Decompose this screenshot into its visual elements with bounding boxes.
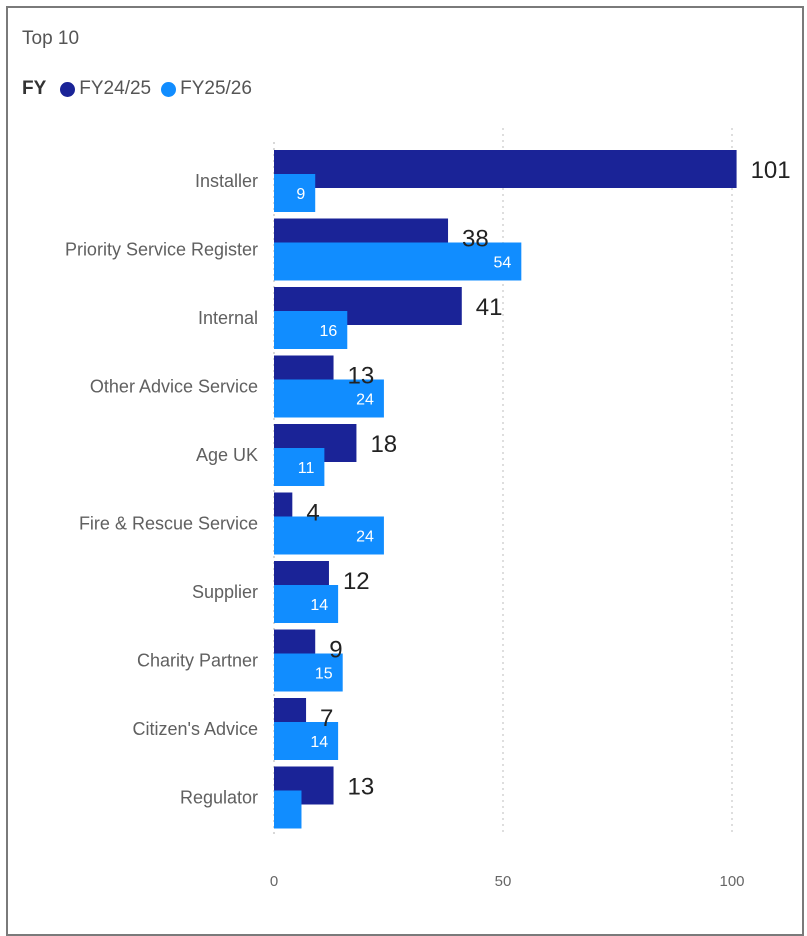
category-label: Internal	[198, 308, 258, 328]
data-label-fy2526: 14	[310, 734, 328, 751]
data-label-fy2425: 9	[329, 637, 342, 664]
bar-fy2526	[274, 379, 384, 418]
bar-fy2425	[274, 150, 737, 188]
bar-fy2526	[274, 722, 339, 760]
data-label-fy2526: 54	[494, 255, 512, 272]
legend-item-fy2425[interactable]: FY24/25	[60, 78, 151, 100]
bar-fy2526	[274, 448, 325, 486]
data-label-fy2425: 12	[343, 568, 370, 595]
bar-fy2526	[274, 242, 522, 281]
category-label: Citizen's Advice	[133, 719, 259, 739]
legend-dot-icon	[161, 81, 177, 97]
x-tick-label: 0	[270, 873, 278, 890]
data-label-fy2425: 18	[370, 431, 397, 458]
bar-fy2526	[274, 653, 343, 692]
bar-fy2526	[274, 311, 348, 349]
data-label-fy2526: 9	[296, 186, 305, 203]
bar-fy2526	[274, 516, 384, 555]
data-label-fy2526: 24	[356, 392, 374, 409]
data-label-fy2526: 15	[315, 666, 333, 683]
category-label: Priority Service Register	[65, 240, 258, 260]
data-label-fy2526: 24	[356, 529, 374, 546]
category-label: Installer	[195, 171, 258, 191]
category-label: Regulator	[180, 788, 258, 808]
data-label-fy2425: 101	[751, 157, 791, 184]
bar-fy2526	[274, 585, 339, 623]
legend-label: FY24/25	[79, 78, 152, 99]
x-tick-label: 100	[719, 873, 744, 890]
bar-fy2526	[274, 174, 316, 212]
data-label-fy2425: 13	[348, 774, 375, 801]
category-label: Other Advice Service	[90, 377, 258, 397]
data-label-fy2425: 38	[462, 226, 489, 253]
data-label-fy2526: 11	[298, 460, 315, 477]
data-label-fy2425: 4	[306, 500, 319, 527]
category-label: Fire & Rescue Service	[79, 514, 258, 534]
x-tick-label: 50	[495, 873, 512, 890]
chart-title: Top 10	[22, 28, 80, 49]
data-label-fy2526: 16	[319, 323, 337, 340]
data-label-fy2425: 13	[348, 363, 375, 390]
legend: FY FY24/25 FY25/26	[22, 78, 262, 100]
category-label: Supplier	[192, 582, 258, 602]
bar-fy2526	[274, 790, 302, 829]
legend-label: FY25/26	[180, 78, 252, 99]
data-label-fy2425: 41	[476, 294, 503, 321]
legend-title: FY	[22, 78, 47, 99]
category-label: Age UK	[196, 445, 258, 465]
data-label-fy2425: 7	[320, 705, 333, 732]
legend-item-fy2526[interactable]: FY25/26	[161, 78, 252, 100]
data-label-fy2526: 14	[310, 597, 328, 614]
legend-dot-icon	[60, 81, 76, 97]
category-label: Charity Partner	[137, 651, 258, 671]
